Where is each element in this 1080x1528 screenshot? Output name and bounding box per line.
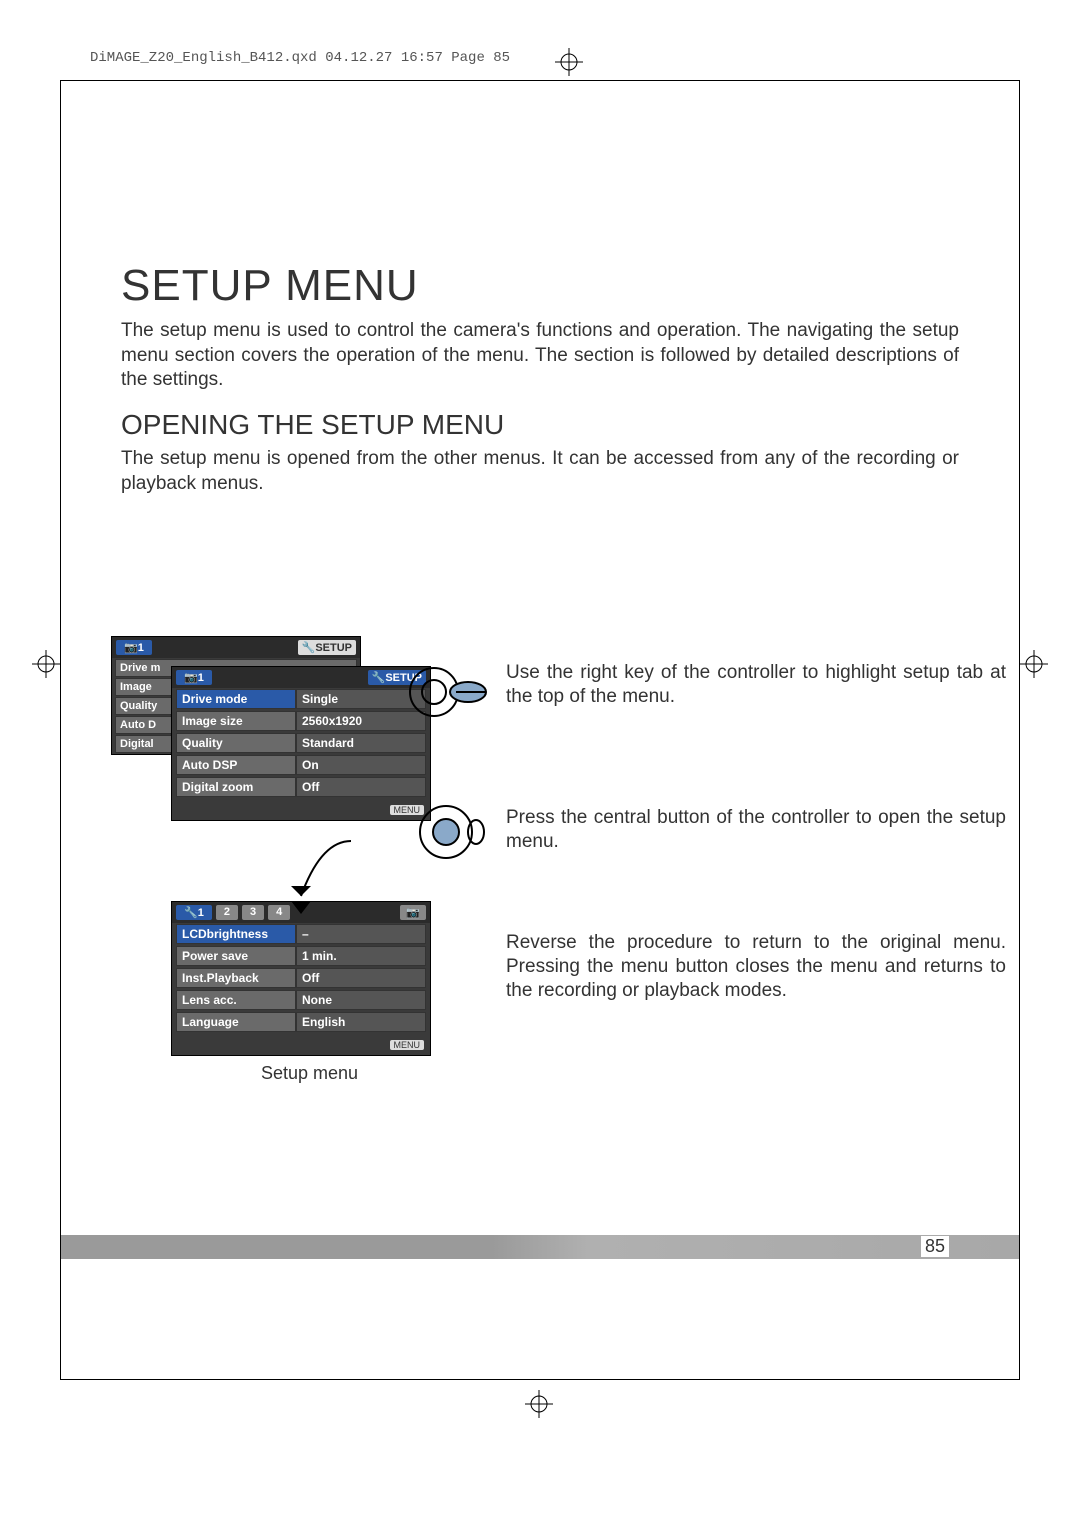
print-header: DiMAGE_Z20_English_B412.qxd 04.12.27 16:… [90,50,510,66]
flow-arrow-icon [231,836,371,916]
registration-mark-bottom [525,1390,553,1418]
menu-row-value: Off [296,777,426,797]
menu-row-label: Lens acc. [176,990,296,1010]
page-number: 85 [921,1236,949,1257]
tab-setup: 🔧SETUP [298,640,356,655]
menu-row-label: LCDbrightness [176,924,296,944]
tab-camera-icon: 📷1 [116,640,152,655]
registration-mark-right [1020,650,1048,678]
menu-row-label: Inst.Playback [176,968,296,988]
footer-bar [61,1235,1019,1259]
menu-row-label: Language [176,1012,296,1032]
menu-row-label: Digital zoom [176,777,296,797]
menu-row-label: Drive mode [176,689,296,709]
registration-mark-top [555,48,583,76]
menu-row-value: Standard [296,733,426,753]
controller-right-icon [406,657,496,732]
menu-row-value: On [296,755,426,775]
menu-row-value: – [296,924,426,944]
intro-paragraph: The setup menu is used to control the ca… [121,319,959,393]
page-title: SETUP MENU [121,261,959,311]
setup-tab-1: 🔧1 [176,905,212,920]
intro-paragraph-2: The setup menu is opened from the other … [121,447,959,496]
menu-row-value: Off [296,968,426,988]
tab-camera-icon: 📷1 [176,670,212,685]
figure-caption: Setup menu [261,1063,358,1084]
menu-row-label: Auto DSP [176,755,296,775]
menu-row-value: 1 min. [296,946,426,966]
camera-tab-icon: 📷 [400,905,426,920]
menu-row-value: English [296,1012,426,1032]
menu-setup-panel: 🔧1 2 3 4 📷 LCDbrightness– Power save1 mi… [171,901,431,1056]
controller-center-icon [401,797,491,872]
menu-front-panel: 📷1 🔧SETUP Drive modeSingle Image size256… [171,666,431,821]
instruction-text-1: Use the right key of the controller to h… [506,661,1006,709]
menu-row-value: None [296,990,426,1010]
section-heading: OPENING THE SETUP MENU [121,409,959,441]
page-frame: SETUP MENU The setup menu is used to con… [60,80,1020,1380]
menu-button-icon: MENU [390,1040,425,1050]
menu-row-label: Quality [176,733,296,753]
instruction-text-2: Press the central button of the controll… [506,806,1006,854]
registration-mark-left [32,650,60,678]
instruction-text-3: Reverse the procedure to return to the o… [506,931,1006,1002]
menu-row-label: Image size [176,711,296,731]
menu-row-label: Power save [176,946,296,966]
